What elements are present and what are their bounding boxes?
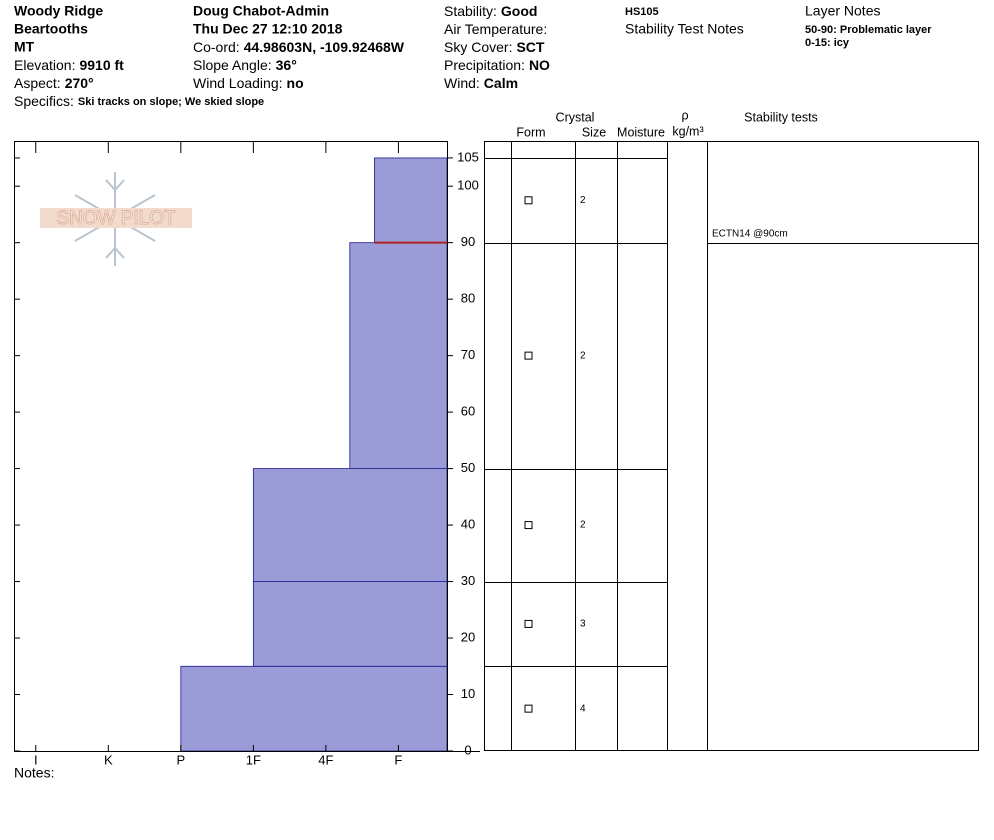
header-field: Specifics: Ski tracks on slope; We skied … xyxy=(14,93,264,109)
header-text: Stability Test Notes xyxy=(625,21,744,37)
header-text: Beartooths xyxy=(14,21,88,37)
x-tick-label: I xyxy=(34,752,38,767)
field-label: Air Temperature: xyxy=(444,21,547,37)
header-text: 0-15: icy xyxy=(805,37,850,49)
field-value: 270° xyxy=(65,75,94,91)
y-tick-label: 0 xyxy=(464,742,471,757)
hardness-bar xyxy=(349,242,448,469)
hardness-bar xyxy=(252,581,448,667)
field-label: Wind Loading: xyxy=(193,75,283,91)
col-header: ρ xyxy=(681,108,688,122)
field-label: Wind: xyxy=(444,75,480,91)
field-label: Specifics: xyxy=(14,93,74,109)
y-tick-label: 80 xyxy=(461,291,475,306)
logo-band xyxy=(40,208,192,228)
crystal-form-symbol xyxy=(524,351,533,360)
x-tick-label: 1F xyxy=(246,752,261,767)
y-tick-label: 20 xyxy=(461,629,475,644)
y-tick-label: 90 xyxy=(461,234,475,249)
header-text: HS105 xyxy=(625,6,659,18)
header-text: Thu Dec 27 12:10 2018 xyxy=(193,21,343,37)
x-tick-label: F xyxy=(394,752,402,767)
field-label: Co-ord: xyxy=(193,39,240,55)
crystal-form-symbol xyxy=(524,704,533,713)
header-field: Wind Loading: no xyxy=(193,75,304,91)
test-label: ECTN14 @90cm xyxy=(712,228,788,239)
field-label: Precipitation: xyxy=(444,57,525,73)
y-tick-label: 30 xyxy=(461,573,475,588)
crystal-form-symbol xyxy=(524,521,533,530)
header-field: Air Temperature: xyxy=(444,21,547,37)
x-tick-label: 4F xyxy=(318,752,333,767)
y-tick-label: 105 xyxy=(457,149,479,164)
field-value: NO xyxy=(529,57,550,73)
crystal-form-symbol xyxy=(524,619,533,628)
header-text: Layer Notes xyxy=(805,3,880,19)
y-tick-label: 10 xyxy=(461,686,475,701)
field-value: SCT xyxy=(516,39,544,55)
col-header: Crystal xyxy=(556,110,595,124)
field-value: 9910 ft xyxy=(79,57,124,73)
field-value: 44.98603N, -109.92468W xyxy=(244,39,405,55)
y-tick-label: 40 xyxy=(461,517,475,532)
field-label: Slope Angle: xyxy=(193,57,272,73)
header-field: Precipitation: NO xyxy=(444,57,550,73)
col-header: kg/m³ xyxy=(672,124,703,138)
x-tick-label: K xyxy=(104,752,113,767)
header-field: Sky Cover: SCT xyxy=(444,39,545,55)
y-tick-label: 100 xyxy=(457,178,479,193)
col-header: Form xyxy=(516,125,545,139)
header-field: Co-ord: 44.98603N, -109.92468W xyxy=(193,39,405,55)
field-label: Aspect: xyxy=(14,75,61,91)
crystal-size: 3 xyxy=(580,619,586,630)
crystal-size: 2 xyxy=(580,350,586,361)
table-frame xyxy=(484,141,979,751)
field-label: Sky Cover: xyxy=(444,39,512,55)
field-value: Ski tracks on slope; We skied slope xyxy=(78,96,264,108)
y-tick-label: 60 xyxy=(461,404,475,419)
field-label: Elevation: xyxy=(14,57,75,73)
header-field: Stability: Good xyxy=(444,3,537,19)
header-text: MT xyxy=(14,39,35,55)
hardness-bar xyxy=(374,157,448,244)
notes-label: Notes: xyxy=(14,765,54,781)
header-field: Aspect: 270° xyxy=(14,75,94,91)
x-tick-label: P xyxy=(176,752,185,767)
plot-frame xyxy=(14,141,448,752)
field-label: Stability: xyxy=(444,3,497,19)
header-field: Wind: Calm xyxy=(444,75,518,91)
col-header: Stability tests xyxy=(744,110,818,124)
col-header: Size xyxy=(582,125,606,139)
crystal-size: 2 xyxy=(580,195,586,206)
logo-text: SNOW PILOT xyxy=(56,208,176,229)
crystal-size: 2 xyxy=(580,520,586,531)
field-value: Good xyxy=(501,3,538,19)
crystal-size: 4 xyxy=(580,703,586,714)
header-field: Elevation: 9910 ft xyxy=(14,57,124,73)
col-header: Moisture xyxy=(617,125,665,139)
header-text: 50-90: Problematic layer xyxy=(805,24,932,36)
hardness-bar xyxy=(180,665,448,752)
field-value: no xyxy=(287,75,304,91)
header-text: Woody Ridge xyxy=(14,3,103,19)
y-tick-label: 50 xyxy=(461,460,475,475)
crystal-form-symbol xyxy=(524,196,533,205)
field-value: Calm xyxy=(484,75,518,91)
y-tick-label: 70 xyxy=(461,347,475,362)
hardness-bar xyxy=(252,468,448,582)
header-text: Doug Chabot-Admin xyxy=(193,3,329,19)
field-value: 36° xyxy=(276,57,297,73)
header-field: Slope Angle: 36° xyxy=(193,57,297,73)
